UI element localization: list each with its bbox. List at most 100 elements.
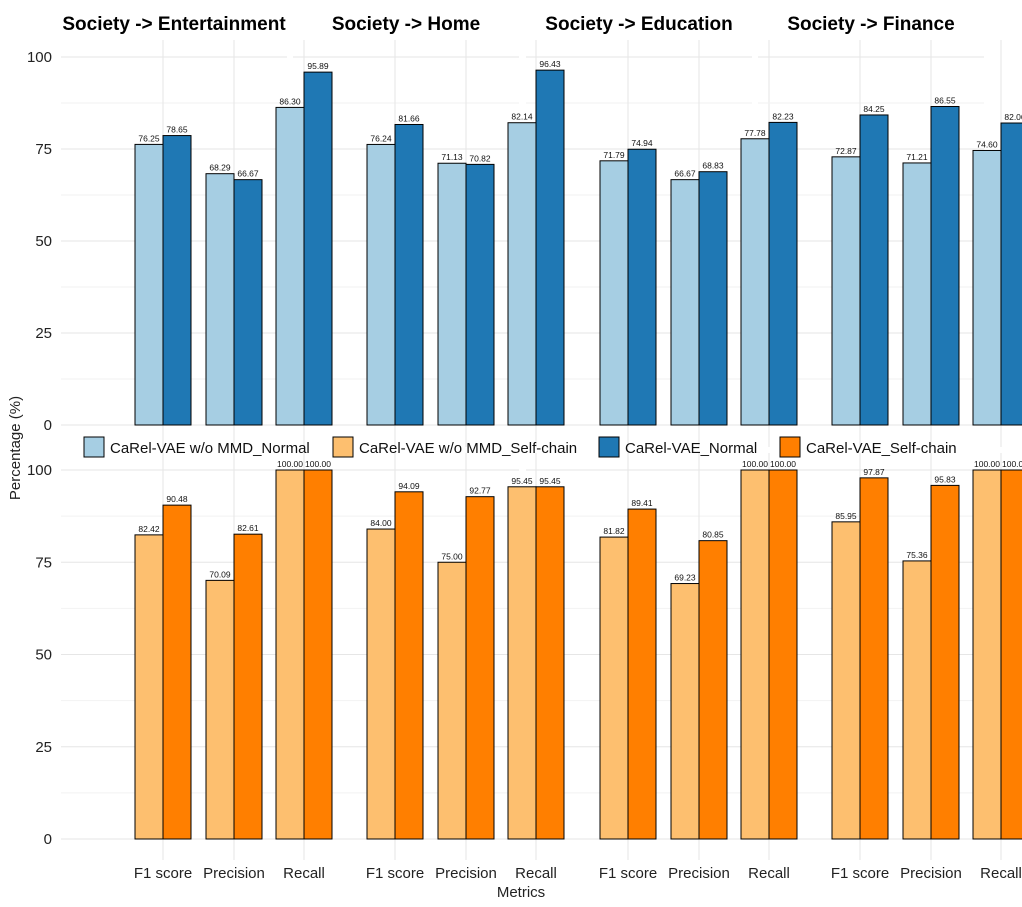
bar xyxy=(535,69,565,426)
bar xyxy=(831,521,861,840)
bar xyxy=(972,469,1002,840)
bar xyxy=(134,534,164,840)
bar xyxy=(599,536,629,840)
bar xyxy=(627,508,657,840)
bar xyxy=(535,486,565,840)
bar-value-label: 95.45 xyxy=(539,476,561,486)
bar xyxy=(275,469,305,840)
bar xyxy=(507,486,537,840)
bar-value-label: 81.66 xyxy=(398,113,420,123)
bar xyxy=(162,504,192,840)
x-axis-title: Metrics xyxy=(497,884,545,901)
bar xyxy=(1000,469,1022,840)
legend-swatch xyxy=(598,436,620,458)
x-tick-label: F1 score xyxy=(599,865,657,882)
y-tick-label: 100 xyxy=(27,462,52,479)
bar xyxy=(366,528,396,840)
y-tick-label: 50 xyxy=(35,647,52,664)
bar xyxy=(465,163,495,426)
bar-value-label: 90.48 xyxy=(166,494,188,504)
bar-value-label: 77.78 xyxy=(744,128,766,138)
bar xyxy=(599,160,629,426)
bar-value-label: 92.77 xyxy=(469,486,491,496)
y-tick-label: 25 xyxy=(35,325,52,342)
bar xyxy=(465,496,495,840)
legend-label: CaRel-VAE_Self-chain xyxy=(806,440,957,457)
x-tick-label: Recall xyxy=(748,865,790,882)
bar xyxy=(134,143,164,426)
bar-value-label: 66.67 xyxy=(237,169,259,179)
x-tick-label: F1 score xyxy=(831,865,889,882)
bar xyxy=(859,477,889,840)
bar-value-label: 80.85 xyxy=(702,530,724,540)
bar-value-label: 71.13 xyxy=(441,152,463,162)
bar-value-label: 100.00 xyxy=(974,459,1000,469)
bar-value-label: 68.29 xyxy=(209,163,231,173)
bar-value-label: 82.14 xyxy=(511,112,533,122)
y-tick-label: 75 xyxy=(35,141,52,158)
bar-value-label: 78.65 xyxy=(166,125,188,135)
bar-value-label: 76.25 xyxy=(138,133,160,143)
bar-value-label: 82.23 xyxy=(772,111,794,121)
x-tick-label: Recall xyxy=(980,865,1022,882)
bar-value-label: 74.60 xyxy=(976,139,998,149)
bar-value-label: 95.45 xyxy=(511,476,533,486)
bar-value-label: 66.67 xyxy=(674,169,696,179)
bar-value-label: 97.87 xyxy=(863,467,885,477)
y-axis-title: Percentage (%) xyxy=(7,396,24,500)
bar-value-label: 69.23 xyxy=(674,573,696,583)
bar-value-label: 89.41 xyxy=(631,498,653,508)
bar-value-label: 100.00 xyxy=(770,459,796,469)
bar-value-label: 96.43 xyxy=(539,59,561,69)
bar-value-label: 86.30 xyxy=(279,96,301,106)
bar xyxy=(394,123,424,426)
bar-value-label: 95.83 xyxy=(934,474,956,484)
bar-value-label: 70.82 xyxy=(469,153,491,163)
bar xyxy=(831,156,861,426)
bar-value-label: 70.09 xyxy=(209,569,231,579)
bar-value-label: 84.25 xyxy=(863,104,885,114)
y-tick-label: 75 xyxy=(35,554,52,571)
legend-label: CaRel-VAE w/o MMD_Self-chain xyxy=(359,440,577,457)
bar xyxy=(740,138,770,426)
legend-swatch xyxy=(332,436,354,458)
bar xyxy=(768,121,798,426)
bar xyxy=(303,469,333,840)
facet-title: Society -> Finance xyxy=(787,14,954,35)
x-tick-label: Precision xyxy=(668,865,730,882)
bar xyxy=(740,469,770,840)
bar-value-label: 71.79 xyxy=(603,150,625,160)
x-tick-label: Recall xyxy=(283,865,325,882)
bar xyxy=(930,484,960,840)
bar xyxy=(768,469,798,840)
bar-value-label: 68.83 xyxy=(702,161,724,171)
bar xyxy=(902,560,932,840)
x-tick-label: F1 score xyxy=(366,865,424,882)
y-tick-label: 0 xyxy=(44,831,52,848)
bar xyxy=(437,162,467,426)
bar xyxy=(162,135,192,426)
bar-value-label: 72.87 xyxy=(835,146,857,156)
legend-swatch xyxy=(779,436,801,458)
bar xyxy=(859,114,889,426)
bar-value-label: 76.24 xyxy=(370,133,392,143)
legend-label: CaRel-VAE w/o MMD_Normal xyxy=(110,440,310,457)
bar xyxy=(627,148,657,426)
bar xyxy=(670,583,700,840)
legend-swatch xyxy=(83,436,105,458)
bar-value-label: 94.09 xyxy=(398,481,420,491)
bar xyxy=(233,179,263,426)
bar-value-label: 74.94 xyxy=(631,138,653,148)
bar-value-label: 100.00 xyxy=(277,459,303,469)
bar xyxy=(303,71,333,426)
bar xyxy=(698,171,728,426)
bar xyxy=(902,162,932,426)
x-tick-label: F1 score xyxy=(134,865,192,882)
bar-value-label: 81.82 xyxy=(603,526,625,536)
bar xyxy=(394,491,424,840)
legend-label: CaRel-VAE_Normal xyxy=(625,440,757,457)
y-tick-label: 25 xyxy=(35,739,52,756)
bar-value-label: 75.36 xyxy=(906,550,928,560)
bar xyxy=(930,105,960,426)
